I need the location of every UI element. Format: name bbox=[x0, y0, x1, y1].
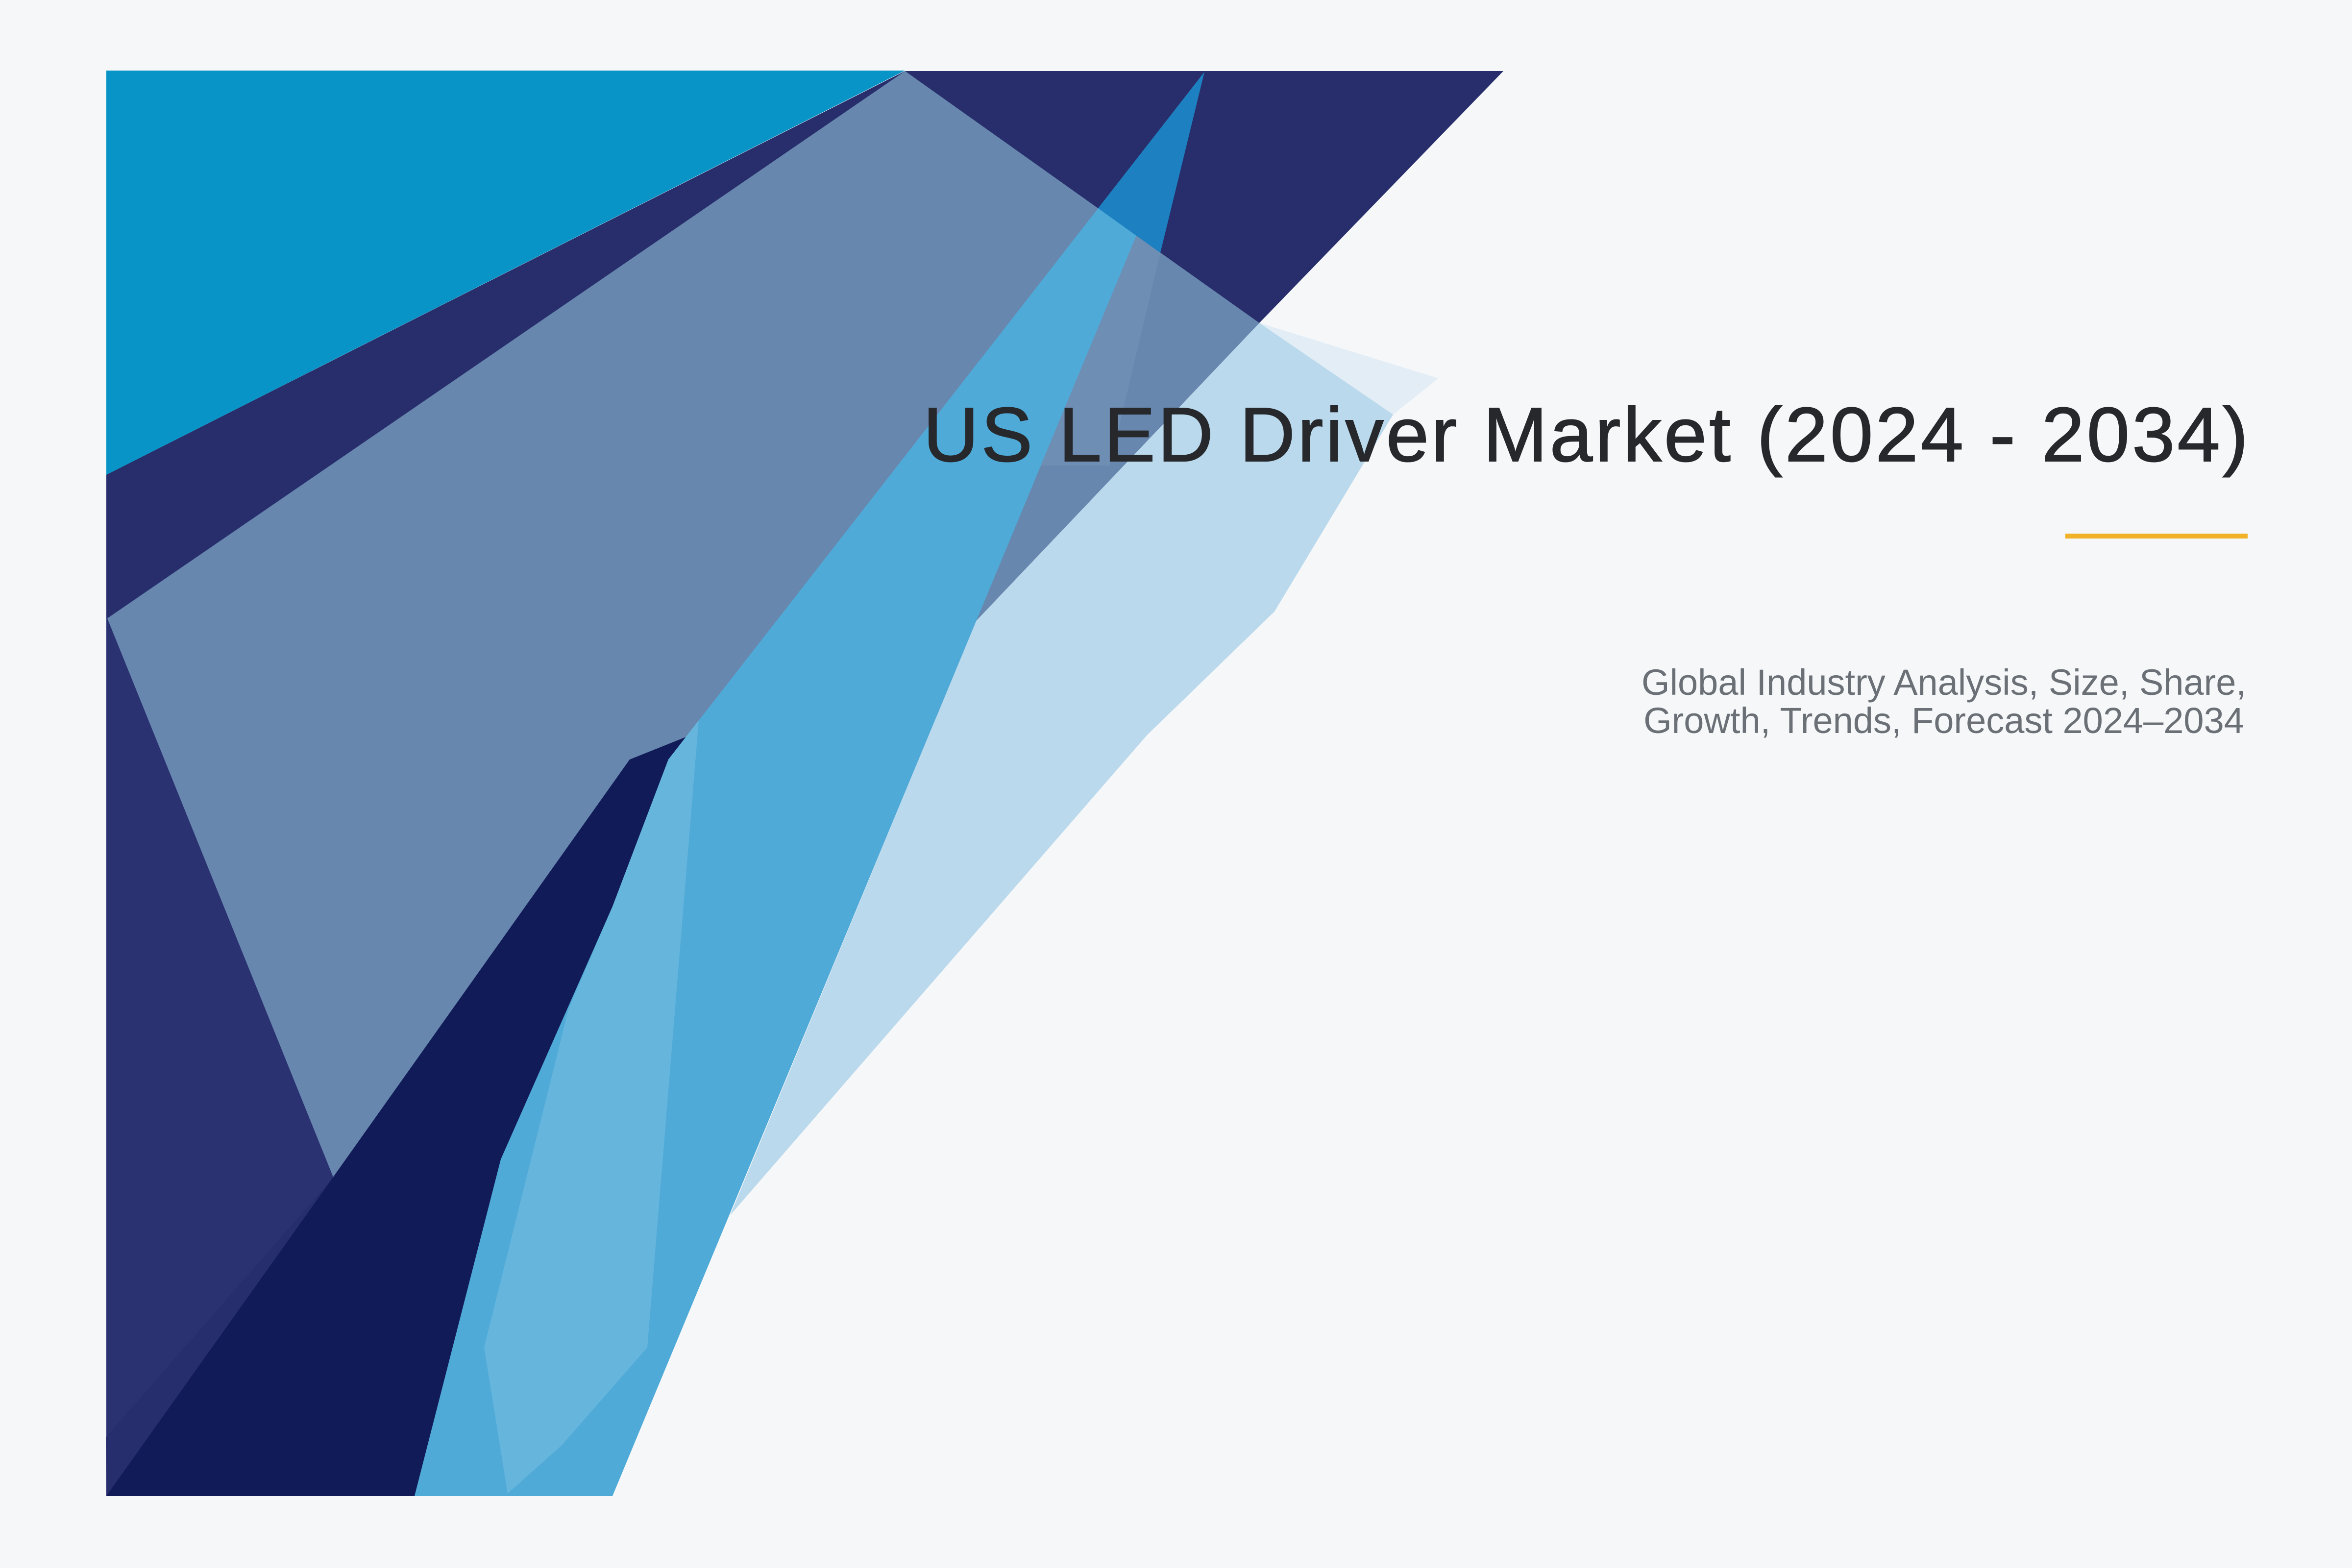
svg-text:Global Industry Analysis, Size: Global Industry Analysis, Size, Share, bbox=[1642, 662, 2246, 703]
svg-text:Growth, Trends, Forecast 2024–: Growth, Trends, Forecast 2024–2034 bbox=[1643, 700, 2244, 741]
svg-text:US LED Driver Market (2024 - 2: US LED Driver Market (2024 - 2034) bbox=[923, 392, 2251, 478]
